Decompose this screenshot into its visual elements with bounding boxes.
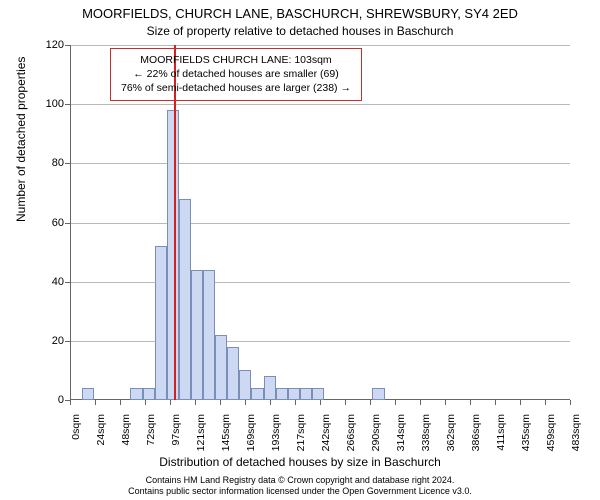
x-axis-title: Distribution of detached houses by size … [0,455,600,469]
xtick-mark [570,400,571,405]
footer-attribution: Contains HM Land Registry data © Crown c… [0,475,600,497]
chart-title-address: MOORFIELDS, CHURCH LANE, BASCHURCH, SHRE… [0,6,600,21]
grid-line [70,163,570,164]
footer-line2: Contains public sector information licen… [0,486,600,497]
xtick-mark [295,400,296,405]
chart-subtitle: Size of property relative to detached ho… [0,24,600,38]
y-axis-line [70,45,71,400]
histogram-bar [300,388,312,400]
histogram-bar [276,388,288,400]
histogram-bar [143,388,155,400]
xtick-mark [120,400,121,405]
histogram-bar [239,370,251,400]
xtick-mark [370,400,371,405]
histogram-bar [179,199,191,400]
xtick-mark [495,400,496,405]
ytick-label: 100 [34,98,64,110]
xtick-mark [145,400,146,405]
xtick-mark [420,400,421,405]
ytick-label: 60 [34,217,64,229]
grid-line [70,341,570,342]
histogram-bar [288,388,300,400]
histogram-bar [130,388,142,400]
ytick-label: 20 [34,335,64,347]
histogram-bar [251,388,263,400]
xtick-mark [195,400,196,405]
histogram-bar [215,335,227,400]
xtick-mark [70,400,71,405]
histogram-bar [312,388,324,400]
xtick-mark [245,400,246,405]
histogram-bar [203,270,215,400]
grid-line [70,282,570,283]
histogram-bar [227,347,239,400]
annotation-line1: MOORFIELDS CHURCH LANE: 103sqm [121,53,351,67]
xtick-mark [270,400,271,405]
xtick-mark [345,400,346,405]
footer-line1: Contains HM Land Registry data © Crown c… [0,475,600,486]
histogram-bar [167,110,179,400]
xtick-mark [520,400,521,405]
histogram-bar [82,388,94,400]
y-axis-title: Number of detached properties [14,57,28,222]
ytick-label: 40 [34,276,64,288]
xtick-mark [395,400,396,405]
xtick-mark [95,400,96,405]
ytick-label: 80 [34,157,64,169]
histogram-bar [372,388,384,400]
grid-line [70,104,570,105]
annotation-box: MOORFIELDS CHURCH LANE: 103sqm ← 22% of … [110,48,362,101]
histogram-bar [155,246,167,400]
xtick-mark [170,400,171,405]
annotation-line2: ← 22% of detached houses are smaller (69… [121,67,351,81]
xtick-mark [545,400,546,405]
ytick-label: 120 [34,39,64,51]
xtick-mark [320,400,321,405]
ytick-label: 0 [34,394,64,406]
xtick-mark [470,400,471,405]
xtick-mark [445,400,446,405]
histogram-bar [264,376,276,400]
annotation-line3: 76% of semi-detached houses are larger (… [121,81,351,95]
histogram-bar [191,270,203,400]
grid-line [70,45,570,46]
grid-line [70,223,570,224]
xtick-mark [220,400,221,405]
